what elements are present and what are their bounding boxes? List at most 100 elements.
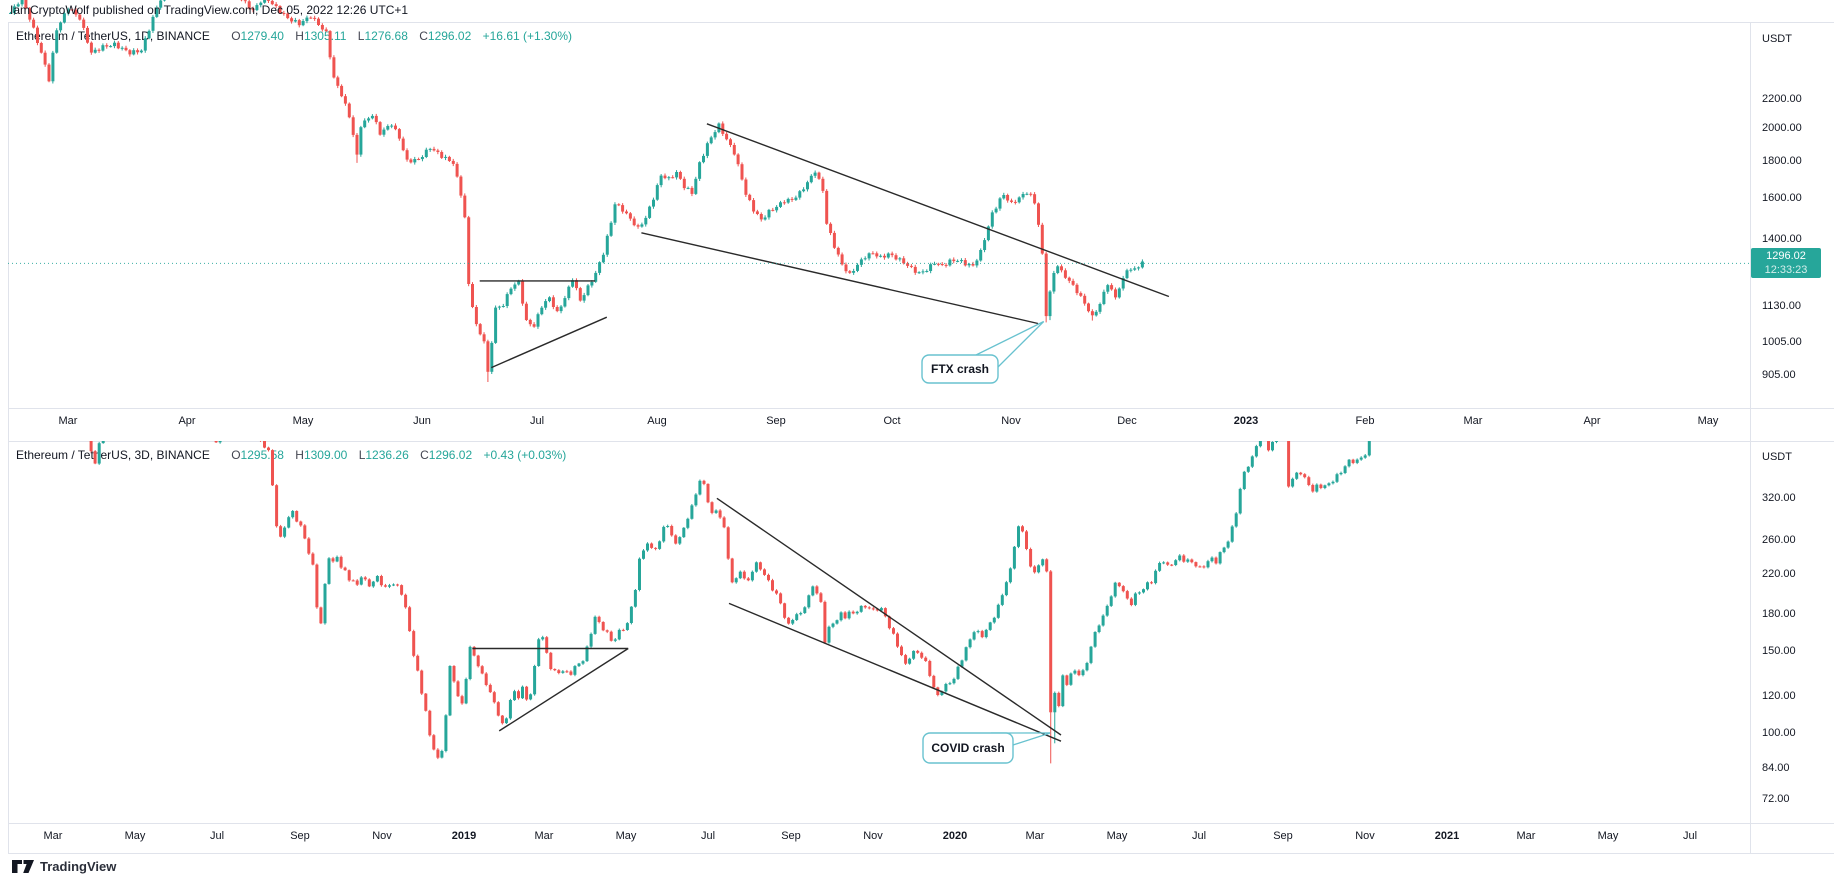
time-tick-daily: Jul [529,415,545,427]
low-value: 1276.68 [364,29,408,43]
time-tick-daily: Dec [1117,415,1137,427]
last-price-value: 1296.02 [1766,250,1806,262]
trendline-3d-3[interactable] [498,647,629,732]
trendline-3d-1[interactable] [728,602,1062,742]
publish-header-text: IamCryptoWolf published on TradingView.c… [10,3,409,17]
symbol-legend-daily[interactable]: Ethereum / TetherUS, 1D, BINANCE O1279.4… [16,29,572,43]
bar-close-countdown: 12:33:23 [1764,264,1808,276]
time-tick-daily: May [1697,415,1719,427]
last-price-badge: 1296.02 12:33:23 [1751,248,1821,278]
time-tick-daily: Apr [1583,415,1601,427]
price-tick-daily: 2000.00 [1762,122,1802,134]
candlestick-series-daily[interactable] [9,0,1144,382]
time-tick-3d: Jul [700,830,716,842]
time-tick-daily: May [292,415,314,427]
tradingview-logo-icon [12,860,34,873]
price-tick-daily: 2200.00 [1762,93,1802,105]
time-tick-daily: Mar [1463,415,1483,427]
callout-label: COVID crash [931,741,1004,755]
time-tick-3d: Nov [863,830,883,842]
open-label: O [231,29,241,43]
price-scale-currency-daily: USDT [1762,33,1792,45]
time-tick-daily: Mar [58,415,78,427]
price-tick-3d: 100.00 [1762,727,1796,739]
price-tick-3d: 220.00 [1762,568,1796,580]
high-value: 1309.00 [303,448,348,462]
time-tick-3d: Mar [534,830,554,842]
symbol-title-daily: Ethereum / TetherUS, 1D, BINANCE [16,29,210,43]
change-value: +0.43 (+0.03%) [483,448,567,462]
price-tick-3d: 150.00 [1762,645,1796,657]
price-tick-3d: 320.00 [1762,492,1796,504]
time-tick-3d: Sep [1273,830,1293,842]
callout-daily[interactable]: FTX crash [921,320,1045,384]
price-tick-3d: 72.00 [1762,793,1790,805]
time-tick-3d: 2020 [942,830,968,842]
callout-3d[interactable]: COVID crash [922,732,1051,764]
time-tick-daily: Aug [647,415,667,427]
price-tick-daily: 1400.00 [1762,233,1802,245]
trendline-3d-0[interactable] [716,497,1062,736]
price-scale-currency-3d: USDT [1762,451,1792,463]
low-label: L [358,448,366,462]
close-label: C [420,448,429,462]
close-value: 1296.02 [428,448,473,462]
time-tick-3d: Jul [1191,830,1207,842]
time-tick-daily: Oct [883,415,901,427]
price-tick-3d: 84.00 [1762,762,1790,774]
time-tick-3d: Mar [43,830,63,842]
close-label: C [419,29,428,43]
time-tick-daily: Feb [1355,415,1375,427]
trendline-daily-1[interactable] [641,232,1039,325]
time-tick-3d: May [1106,830,1128,842]
callout-label: FTX crash [931,362,989,376]
time-tick-daily: 2023 [1233,415,1259,427]
price-tick-daily: 905.00 [1762,369,1796,381]
change-value: +16.61 (+1.30%) [482,29,573,43]
price-tick-3d: 260.00 [1762,534,1796,546]
time-axis-border-upper [8,408,1834,409]
trendline-daily-3[interactable] [491,316,608,369]
price-tick-3d: 180.00 [1762,608,1796,620]
time-tick-3d: Mar [1516,830,1536,842]
time-tick-3d: 2021 [1434,830,1460,842]
open-value: 1279.40 [240,29,284,43]
tradingview-footer[interactable]: TradingView [12,858,116,874]
high-label: H [295,29,304,43]
price-tick-daily: 1005.00 [1762,336,1802,348]
publish-header: IamCryptoWolf published on TradingView.c… [10,3,408,17]
close-value: 1296.02 [427,29,472,43]
time-tick-3d: 2019 [451,830,477,842]
time-tick-3d: Jul [1682,830,1698,842]
symbol-title-3d: Ethereum / TetherUS, 3D, BINANCE [16,448,210,462]
price-tick-3d: 120.00 [1762,690,1796,702]
time-tick-3d: May [124,830,146,842]
time-tick-daily: Sep [766,415,786,427]
tradingview-brand-text: TradingView [40,858,117,874]
panel-border-bottom [8,853,1834,854]
time-tick-3d: Jul [209,830,225,842]
time-tick-3d: Nov [1355,830,1375,842]
high-label: H [295,448,304,462]
candlestick-series-3d[interactable] [13,252,1375,764]
high-value: 1305.11 [303,29,347,43]
time-tick-3d: May [1597,830,1619,842]
panel-border-top [8,22,1834,23]
open-label: O [231,448,241,462]
time-tick-daily: Apr [178,415,196,427]
time-tick-3d: Sep [781,830,801,842]
price-scale-border[interactable] [1750,22,1751,853]
low-label: L [357,29,365,43]
price-tick-daily: 1800.00 [1762,155,1802,167]
time-tick-3d: Sep [290,830,310,842]
panel-divider [8,441,1834,442]
price-tick-daily: 1130.00 [1762,300,1801,312]
low-value: 1236.26 [365,448,409,462]
time-tick-daily: Nov [1001,415,1021,427]
price-tick-daily: 1600.00 [1762,192,1802,204]
trendline-daily-0[interactable] [706,123,1170,298]
time-tick-3d: Nov [372,830,392,842]
time-axis-border-lower [8,823,1834,824]
time-tick-3d: May [615,830,637,842]
